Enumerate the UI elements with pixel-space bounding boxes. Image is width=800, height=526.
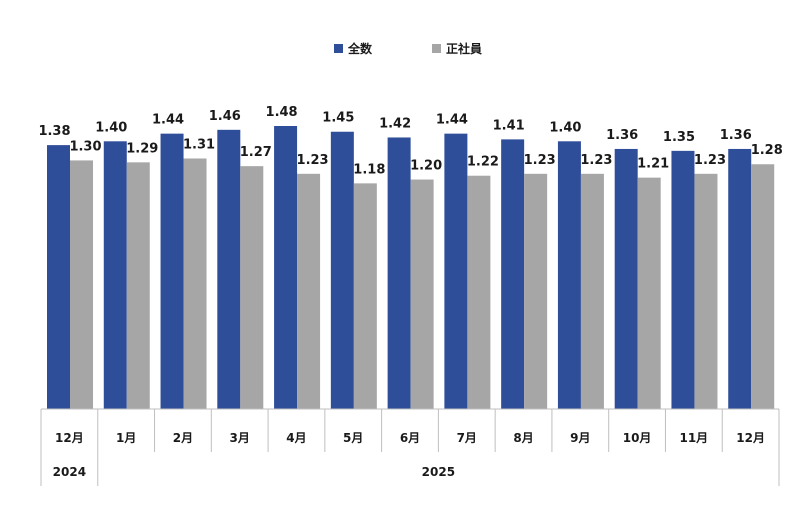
bar-regular-10 [637, 177, 661, 409]
bar-total-4 [274, 126, 298, 409]
bar-regular-7 [467, 175, 491, 409]
bar-regular-11 [694, 173, 718, 409]
bar-regular-6 [410, 179, 434, 409]
legend-swatch-1 [432, 44, 441, 53]
month-label-3: 3月 [230, 431, 250, 445]
bar-regular-8 [524, 173, 548, 409]
value-label-total-3: 1.46 [209, 109, 241, 124]
bar-regular-2 [183, 158, 207, 409]
value-label-total-8: 1.41 [493, 118, 525, 133]
bar-total-11 [671, 150, 695, 410]
bar-regular-5 [353, 183, 377, 409]
bar-total-0 [47, 145, 70, 409]
value-label-total-5: 1.45 [322, 111, 354, 126]
category-axis: 12月 1月 2月 3月 4月 5月 6月 7月 8月 9月 10月 11月 12月 2024 2025 [40, 408, 780, 486]
bar-regular-4 [297, 173, 321, 409]
value-label-total-4: 1.48 [266, 105, 298, 120]
month-label-5: 5月 [343, 431, 363, 445]
value-label-total-10: 1.36 [606, 128, 638, 143]
value-label-regular-12: 1.28 [751, 143, 783, 158]
bar-total-5 [330, 131, 354, 409]
value-label-total-0: 1.38 [38, 124, 70, 139]
bar-total-1 [103, 141, 127, 409]
value-label-regular-7: 1.22 [467, 155, 499, 170]
bar-regular-9 [580, 173, 604, 409]
month-label-11: 11月 [679, 431, 708, 445]
value-label-regular-3: 1.27 [240, 145, 272, 160]
value-label-regular-10: 1.21 [637, 157, 669, 172]
bar-regular-3 [240, 166, 264, 409]
value-label-total-7: 1.44 [436, 113, 468, 128]
legend: 全数 正社員 [334, 41, 482, 56]
value-label-regular-2: 1.31 [183, 138, 215, 153]
value-label-total-1: 1.40 [95, 120, 127, 135]
value-label-regular-4: 1.23 [297, 153, 329, 168]
bar-total-7 [444, 133, 468, 409]
bar-total-10 [614, 148, 638, 409]
value-label-regular-6: 1.20 [410, 159, 442, 174]
value-label-total-11: 1.35 [663, 130, 695, 145]
month-label-9: 9月 [570, 431, 590, 445]
bars-group [47, 126, 775, 410]
month-label-6: 6月 [400, 431, 420, 445]
bar-total-3 [217, 129, 241, 409]
bar-regular-0 [70, 160, 93, 409]
bar-regular-1 [126, 162, 150, 409]
legend-swatch-0 [334, 44, 343, 53]
value-label-total-12: 1.36 [720, 128, 752, 143]
bar-regular-12 [751, 164, 775, 409]
month-label-12: 12月 [736, 431, 765, 445]
month-label-0: 12月 [55, 431, 84, 445]
year-label-1: 2025 [422, 465, 455, 479]
bar-total-9 [557, 141, 581, 409]
value-label-regular-0: 1.30 [69, 139, 101, 154]
bar-total-2 [160, 133, 184, 409]
month-label-4: 4月 [286, 431, 306, 445]
value-label-regular-5: 1.18 [353, 162, 385, 177]
legend-label-0: 全数 [347, 41, 373, 56]
value-label-regular-11: 1.23 [694, 153, 726, 168]
value-label-regular-9: 1.23 [580, 153, 612, 168]
bar-total-6 [387, 137, 411, 410]
month-label-7: 7月 [457, 431, 477, 445]
month-label-8: 8月 [513, 431, 533, 445]
value-labels-group: 1.38 1.40 1.44 1.46 1.48 1.45 1.42 1.44 1.41 1.40… [38, 105, 782, 177]
value-label-regular-1: 1.29 [126, 141, 158, 156]
legend-label-1: 正社員 [446, 41, 482, 56]
bar-total-8 [501, 139, 525, 409]
bar-total-12 [728, 148, 752, 409]
value-label-regular-8: 1.23 [524, 153, 556, 168]
value-label-total-2: 1.44 [152, 113, 184, 128]
year-label-0: 2024 [53, 465, 86, 479]
value-label-total-6: 1.42 [379, 116, 411, 131]
month-label-10: 10月 [623, 431, 652, 445]
month-label-2: 2月 [173, 431, 193, 445]
month-label-1: 1月 [116, 431, 136, 445]
value-label-total-9: 1.40 [549, 120, 581, 135]
